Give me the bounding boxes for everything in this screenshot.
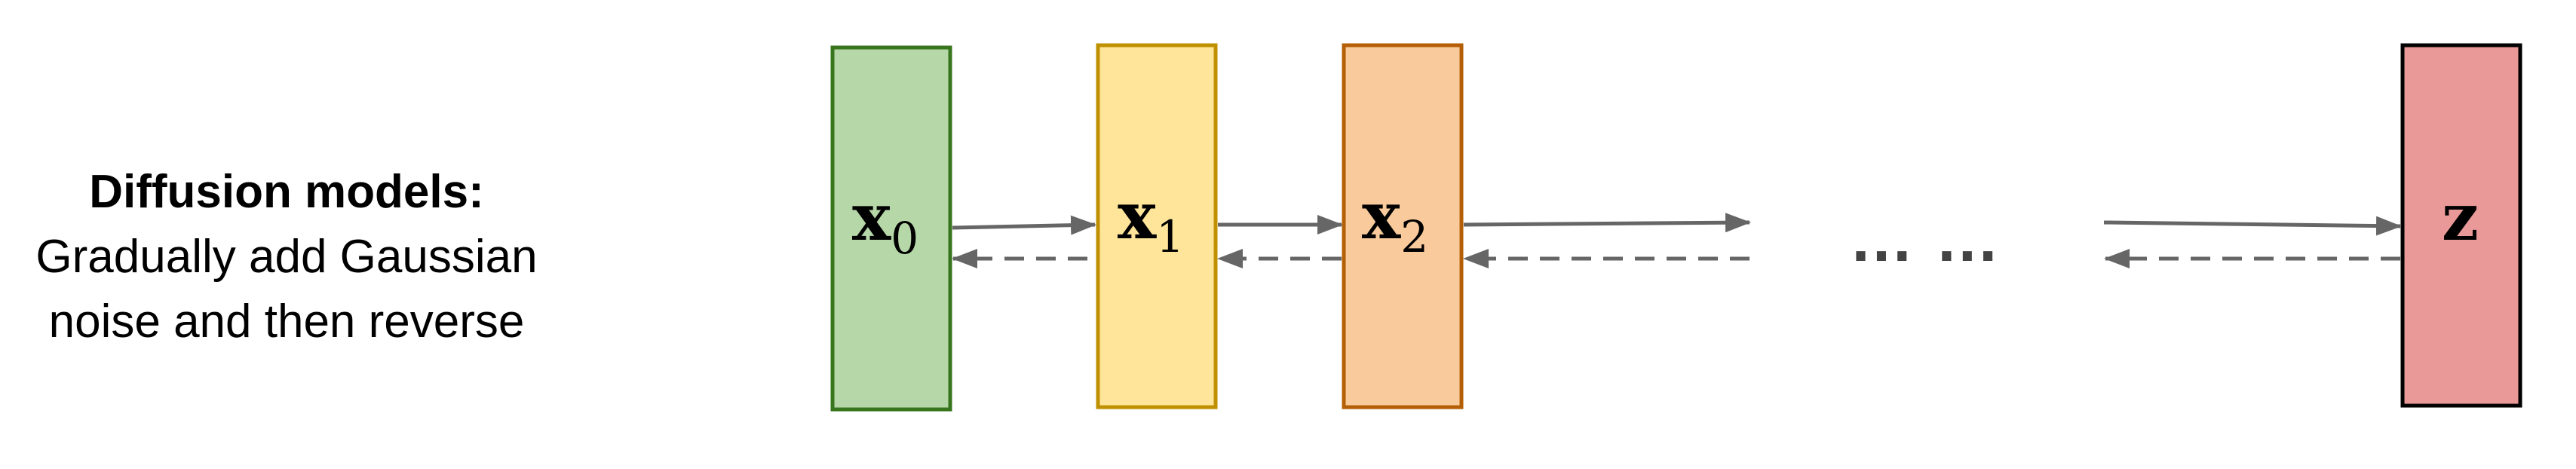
forward-arrow-x0-x1 [952,215,1096,235]
forward-arrows [952,213,2402,236]
node-z-box [2400,43,2522,408]
node-x1: x1 [1096,43,1218,409]
node-x0-box [830,45,952,412]
ellipsis-text: … … [1849,203,2001,275]
node-x0: x0 [830,45,952,412]
caption-line-2: noise and then reverse [48,296,525,348]
node-x1-box [1096,43,1218,409]
node-x2: x2 [1342,43,1464,409]
node-z-label: z [2442,179,2479,256]
forward-arrow-x2-ellipsis [1463,213,1751,233]
caption: Diffusion models: Gradually add Gaussian… [0,160,573,354]
node-x0-label: x0 [852,179,918,264]
node-x2-label: x2 [1362,178,1428,262]
node-x1-label: x1 [1118,178,1184,262]
caption-line-1: Gradually add Gaussian [35,231,538,283]
forward-arrow-ellipsis-z [2103,216,2402,236]
node-x2-box [1342,43,1464,409]
node-z: z [2400,43,2522,408]
caption-title: Diffusion models: [89,166,484,218]
